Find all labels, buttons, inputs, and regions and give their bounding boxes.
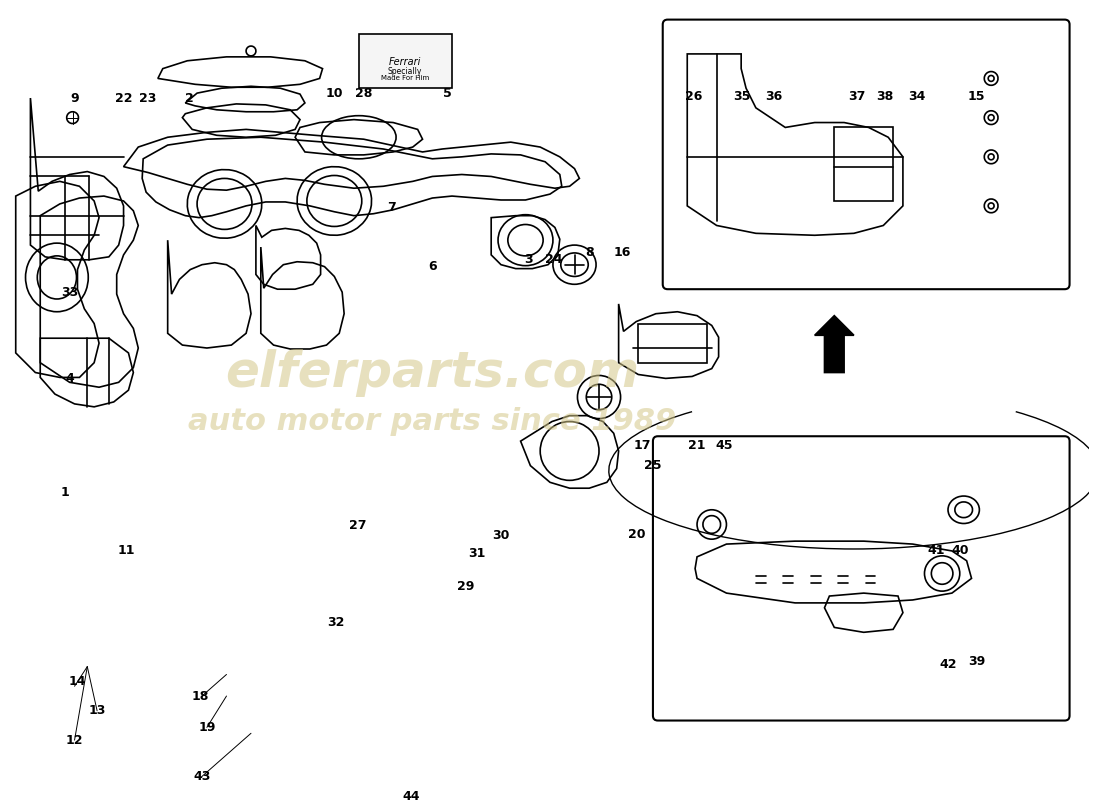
Text: 36: 36	[764, 90, 782, 102]
Text: 29: 29	[456, 580, 474, 593]
Text: 22: 22	[114, 91, 132, 105]
Text: 37: 37	[848, 90, 866, 102]
Text: 27: 27	[349, 519, 366, 532]
Text: 40: 40	[952, 545, 968, 558]
Text: 35: 35	[734, 90, 751, 102]
Text: 45: 45	[716, 438, 734, 451]
Text: 18: 18	[191, 690, 209, 702]
Bar	[834, 127, 893, 201]
Text: 34: 34	[908, 90, 925, 102]
Text: 2: 2	[185, 91, 194, 105]
Text: 38: 38	[877, 90, 894, 102]
Text: 14: 14	[68, 675, 86, 688]
Text: 6: 6	[428, 260, 437, 273]
Text: Made For Him: Made For Him	[381, 75, 429, 82]
Text: 15: 15	[968, 90, 986, 102]
Text: 43: 43	[194, 770, 211, 783]
Text: 1: 1	[60, 486, 69, 498]
Text: 23: 23	[140, 91, 157, 105]
Text: 8: 8	[585, 246, 594, 259]
Text: 4: 4	[65, 372, 74, 385]
Text: 12: 12	[66, 734, 84, 746]
Text: 32: 32	[328, 616, 345, 629]
FancyBboxPatch shape	[662, 20, 1069, 289]
Text: Ferrari: Ferrari	[388, 57, 421, 66]
Text: auto motor parts since 1989: auto motor parts since 1989	[188, 407, 676, 436]
Bar	[638, 323, 707, 362]
Text: 33: 33	[60, 286, 78, 298]
Text: Specially: Specially	[387, 67, 422, 76]
Text: 39: 39	[968, 655, 986, 668]
Text: 5: 5	[442, 86, 451, 100]
Text: 26: 26	[685, 90, 703, 102]
Text: 19: 19	[198, 721, 216, 734]
FancyBboxPatch shape	[653, 436, 1069, 721]
Text: 31: 31	[468, 547, 485, 560]
Text: 21: 21	[689, 438, 706, 451]
Text: 24: 24	[546, 254, 563, 266]
Text: 30: 30	[493, 529, 509, 542]
Text: 11: 11	[118, 545, 135, 558]
Text: 41: 41	[927, 545, 945, 558]
Text: 7: 7	[387, 202, 396, 214]
Bar	[359, 34, 452, 88]
Polygon shape	[815, 316, 854, 373]
Text: 25: 25	[645, 459, 662, 472]
Text: 16: 16	[614, 246, 631, 259]
Text: 28: 28	[355, 86, 373, 100]
Text: 9: 9	[70, 91, 79, 105]
Text: 3: 3	[524, 254, 532, 266]
Text: elferparts.com: elferparts.com	[226, 349, 639, 397]
Text: 42: 42	[939, 658, 957, 671]
Text: 20: 20	[627, 528, 645, 541]
Text: 13: 13	[88, 704, 106, 718]
Text: 44: 44	[402, 790, 419, 800]
Text: 17: 17	[634, 438, 651, 451]
Text: 10: 10	[326, 86, 343, 100]
